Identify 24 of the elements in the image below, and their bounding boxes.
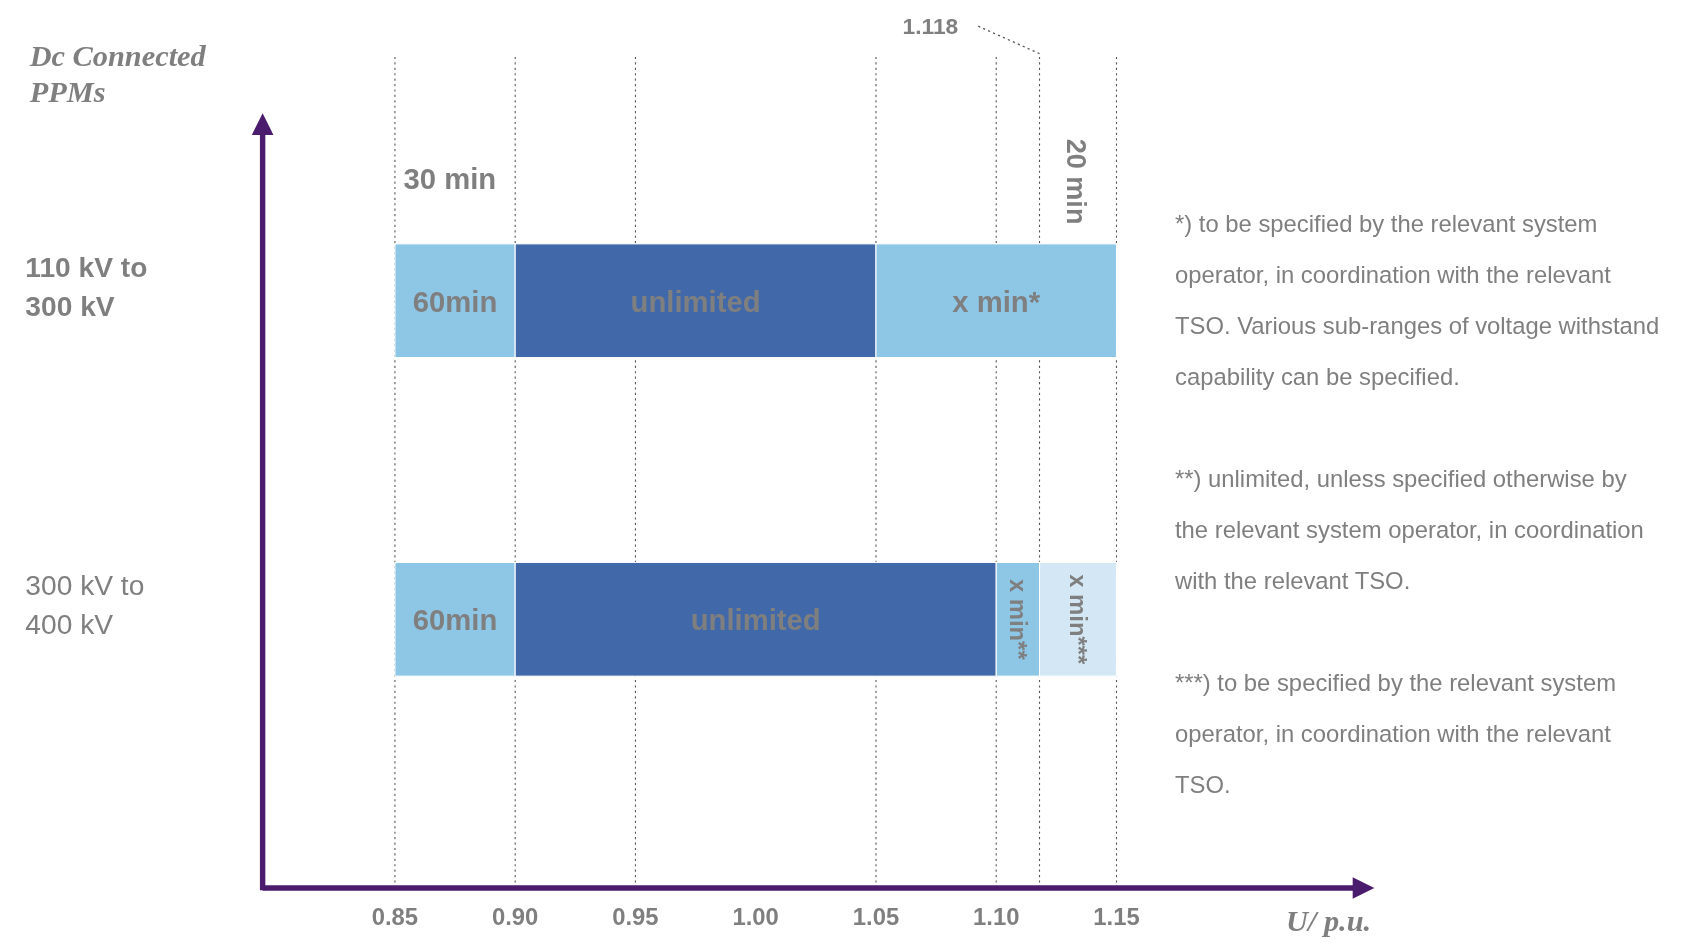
- legend-label: 1.118: [902, 13, 959, 40]
- x-tick-label: 1.10: [973, 902, 1020, 930]
- ref-line-label: 30 min: [403, 163, 497, 196]
- x-tick-label: 0.95: [612, 902, 659, 930]
- series-label: 60min: [412, 285, 498, 318]
- series-label: x min*: [952, 285, 1041, 318]
- y-tick-label: 300 kV to 400 kV: [25, 569, 145, 641]
- annotation: **) unlimited, unless specified otherwise by the relevant system operator, in coordination with the relevant TSO.: [1173, 465, 1644, 594]
- annotation: *) to be specified by the relevant system operator, in coordination with the relevant TSO. Various sub-ranges of voltage withstand capability can be specified.: [1174, 210, 1660, 391]
- x-tick-label: 0.85: [371, 902, 419, 930]
- x-tick-label: 1.15: [1093, 902, 1140, 930]
- series-label: unlimited: [690, 604, 821, 637]
- y-tick-label: 110 kV to 300 kV: [25, 250, 148, 322]
- x-axis-title: U/ p.u.: [1285, 904, 1372, 939]
- y-axis-title: Dc Connected PPMs: [28, 38, 207, 110]
- x-tick-label: 1.00: [732, 902, 779, 930]
- text: 60min: [412, 604, 498, 637]
- x-tick-label: 0.90: [491, 902, 539, 930]
- ref-line-label: 20 min: [1061, 138, 1093, 225]
- series-label: x min***: [1065, 574, 1093, 666]
- text: unlimited: [630, 285, 761, 318]
- x-tick-label: 1.05: [852, 902, 900, 930]
- series-label: x min**: [1005, 578, 1033, 661]
- annotation: ***) to be specified by the relevant system operator, in coordination with the relevant TSO.: [1174, 668, 1617, 798]
